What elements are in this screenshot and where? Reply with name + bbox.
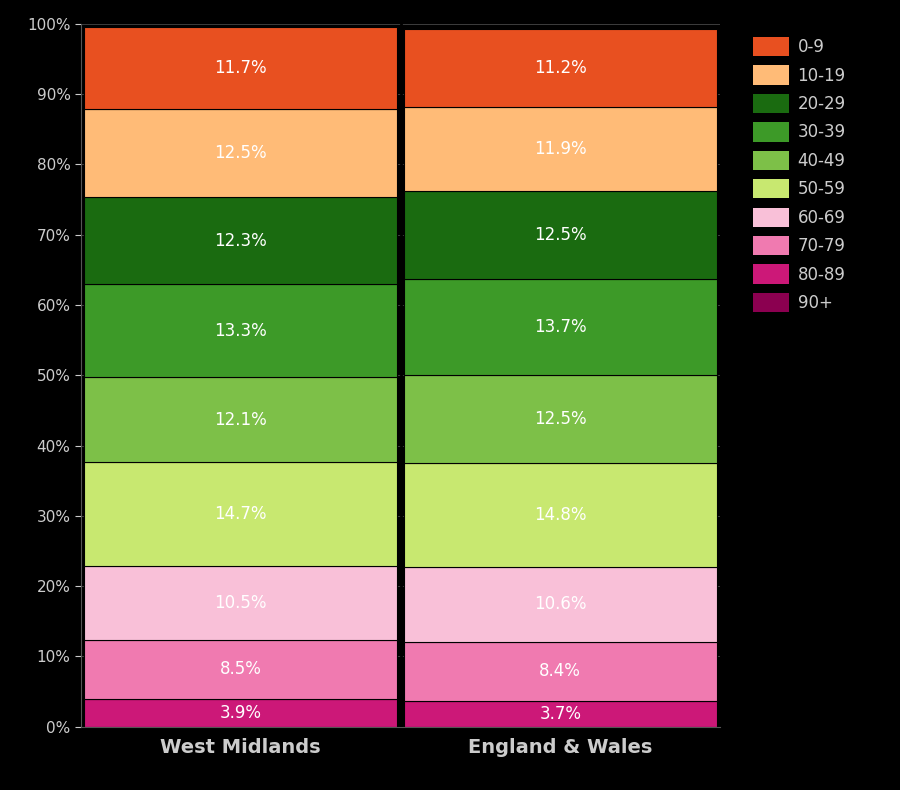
Bar	[85, 378, 397, 462]
Text: 13.3%: 13.3%	[214, 322, 267, 340]
Bar	[404, 567, 716, 641]
Text: 11.9%: 11.9%	[534, 140, 587, 158]
Text: 12.3%: 12.3%	[214, 231, 267, 250]
Bar	[85, 284, 397, 378]
Text: 14.7%: 14.7%	[214, 505, 267, 523]
Text: 11.2%: 11.2%	[534, 59, 587, 77]
Text: 10.6%: 10.6%	[534, 596, 587, 614]
Bar	[85, 462, 397, 566]
Bar	[85, 110, 397, 198]
Bar	[404, 701, 716, 727]
Bar	[85, 27, 397, 110]
Bar	[404, 463, 716, 567]
Text: 13.7%: 13.7%	[534, 318, 587, 336]
Bar	[404, 191, 716, 279]
Bar	[85, 699, 397, 727]
Bar	[404, 107, 716, 191]
Bar	[85, 566, 397, 640]
Text: 8.4%: 8.4%	[539, 662, 581, 680]
Bar	[85, 640, 397, 699]
Text: 12.5%: 12.5%	[214, 145, 267, 163]
Text: 12.1%: 12.1%	[214, 411, 267, 429]
Text: 12.5%: 12.5%	[534, 226, 587, 244]
Text: 11.7%: 11.7%	[214, 59, 267, 77]
Text: 8.5%: 8.5%	[220, 660, 262, 679]
Bar	[404, 279, 716, 375]
Text: 3.9%: 3.9%	[220, 704, 262, 722]
Legend: 0-9, 10-19, 20-29, 30-39, 40-49, 50-59, 60-69, 70-79, 80-89, 90+: 0-9, 10-19, 20-29, 30-39, 40-49, 50-59, …	[748, 32, 850, 317]
Text: 3.7%: 3.7%	[539, 705, 581, 723]
Bar	[85, 198, 397, 284]
Text: 10.5%: 10.5%	[214, 594, 267, 611]
Text: 12.5%: 12.5%	[534, 410, 587, 428]
Bar	[404, 28, 716, 107]
Text: 14.8%: 14.8%	[534, 506, 587, 525]
Bar	[404, 375, 716, 463]
Bar	[404, 641, 716, 701]
